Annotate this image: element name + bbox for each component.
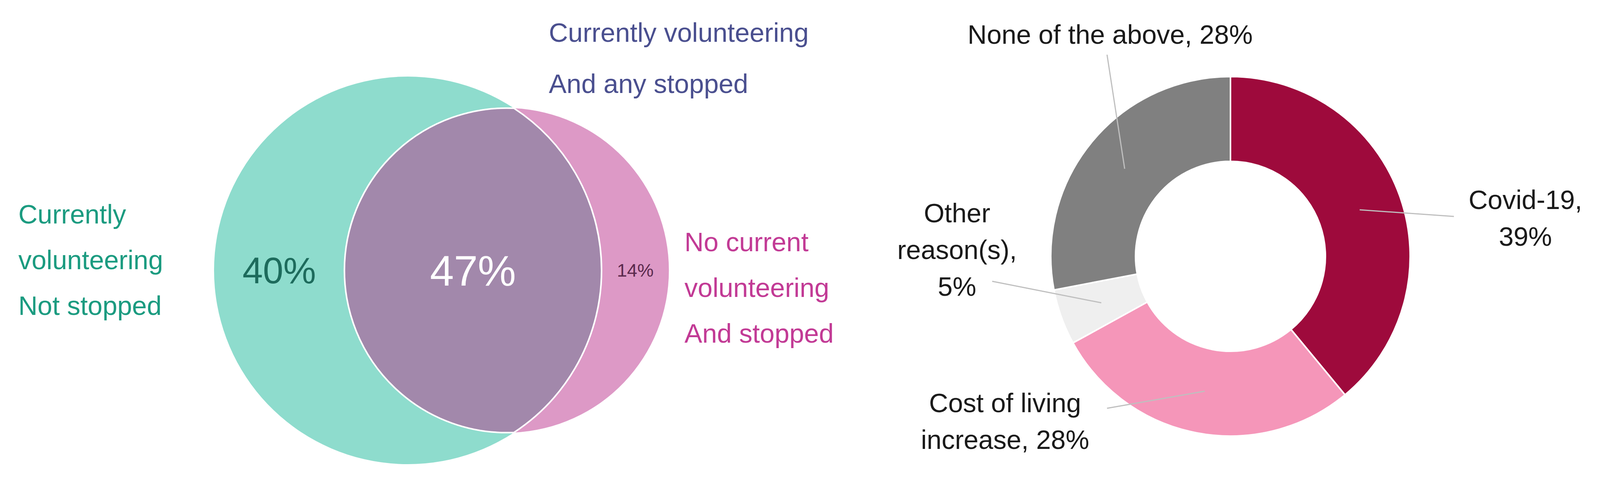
chart-canvas: 40% 47% 14% Currently volunteering Not stoppe… — [0, 0, 1600, 479]
donut-slice — [1050, 76, 1231, 290]
category-label: None of the above, — [967, 19, 1193, 50]
data-label: 47% — [430, 246, 517, 295]
data-label: 28% — [1035, 424, 1090, 455]
category-label: Other — [923, 198, 991, 228]
category-label: Currently volunteering — [548, 17, 809, 48]
category-label: Not stopped — [18, 290, 162, 321]
data-label: 39% — [1498, 221, 1552, 252]
donut-slices — [1050, 76, 1411, 436]
leader-line — [1107, 391, 1205, 409]
chart-donut: Covid-19,39%Cost of livingincrease,28%Ot… — [897, 19, 1583, 455]
category-label: No current — [684, 226, 809, 257]
data-label: 28% — [1199, 19, 1253, 50]
chart-venn: 40% 47% 14% Currently volunteering Not stoppe… — [18, 17, 834, 465]
donut-slice — [1073, 301, 1345, 436]
category-label: And any stopped — [548, 68, 749, 99]
leader-line — [1107, 54, 1125, 169]
data-label: 40% — [242, 250, 317, 292]
category-label: increase, — [920, 424, 1029, 455]
category-label: volunteering — [18, 244, 163, 275]
category-label: Cost of living — [928, 387, 1081, 418]
venn-region — [344, 108, 602, 433]
category-label: volunteering — [684, 272, 829, 303]
category-label: Currently — [18, 199, 127, 229]
leader-line — [1359, 209, 1454, 217]
data-label: 14% — [616, 259, 654, 281]
category-label: reason(s), — [897, 234, 1017, 265]
venn-regions — [214, 76, 669, 465]
category-label: Covid-19, — [1468, 184, 1583, 215]
category-label: And stopped — [684, 318, 834, 349]
data-label: 5% — [937, 271, 977, 302]
leader-line — [992, 281, 1102, 303]
